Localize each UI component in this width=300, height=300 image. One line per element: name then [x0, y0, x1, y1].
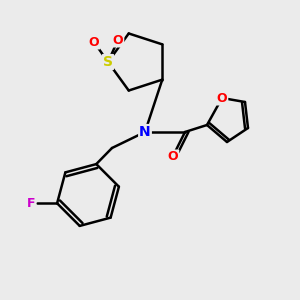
Text: S: S: [103, 55, 113, 69]
Text: O: O: [113, 34, 123, 46]
Text: O: O: [89, 35, 99, 49]
Text: N: N: [139, 125, 151, 139]
Text: F: F: [27, 197, 35, 210]
Text: O: O: [217, 92, 227, 104]
Text: O: O: [168, 151, 178, 164]
